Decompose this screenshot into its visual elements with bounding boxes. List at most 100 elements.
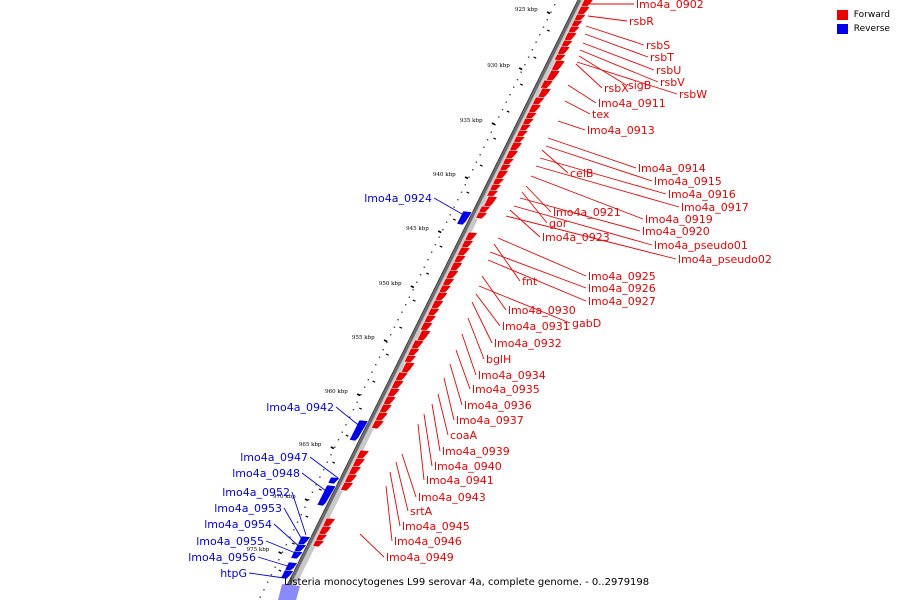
forward-gene-leader [481, 275, 507, 311]
forward-gene-label: celB [570, 167, 593, 180]
forward-gene-label: lmo4a_0940 [434, 460, 502, 473]
ruler-dot [494, 124, 496, 126]
ruler-dot [375, 364, 377, 366]
forward-gene [524, 111, 538, 120]
minor-tick [278, 569, 282, 572]
forward-gene-label: lmo4a_0934 [478, 369, 546, 382]
ruler-dot [311, 491, 314, 493]
scale-label: 960 kbp [325, 389, 348, 395]
minor-tick [493, 137, 497, 140]
minor-tick [399, 326, 403, 329]
reverse-gene-label: lmo4a_0942 [266, 401, 334, 414]
ruler-dot [360, 394, 362, 396]
forward-gene-leader [497, 237, 587, 277]
ruler-dot [378, 356, 381, 358]
reverse-gene [348, 419, 369, 442]
scale-label: 950 kbp [379, 281, 402, 287]
ruler-dot [348, 416, 351, 418]
forward-gene [322, 517, 337, 528]
forward-gene-leader [487, 259, 587, 302]
forward-gene-label: lmo4a_0915 [654, 175, 722, 188]
ruler-dot [289, 536, 291, 538]
ruler-dot [509, 94, 511, 96]
forward-gene-leader [401, 453, 417, 498]
forward-gene-label: tex [592, 108, 610, 121]
forward-gene [553, 53, 567, 62]
forward-gene-leader [513, 205, 653, 246]
ruler-dot [457, 199, 459, 201]
minor-tick [345, 434, 349, 437]
forward-gene-label: lmo4a_0935 [472, 383, 540, 396]
backbone-shade [281, 0, 587, 600]
forward-gene [495, 169, 510, 180]
forward-gene-leader [395, 461, 409, 512]
ruler-dot [531, 49, 534, 51]
backbone-edge [279, 0, 579, 600]
ruler-dot [334, 446, 336, 448]
scale-tick [278, 551, 283, 555]
ruler-dot [527, 56, 530, 58]
forward-gene-label: lmo4a_0936 [464, 399, 532, 412]
ruler-dot [445, 221, 448, 223]
forward-gene [570, 19, 584, 28]
reverse-gene [290, 550, 304, 560]
forward-gene-leader [587, 15, 628, 22]
forward-gene [464, 231, 479, 242]
ruler-dot [475, 161, 478, 163]
ruler-dot [431, 251, 433, 253]
forward-gene-leader [585, 25, 645, 46]
ruler-dot [274, 566, 276, 568]
forward-gene-label: bglH [486, 353, 511, 366]
forward-gene-leader [431, 403, 441, 452]
forward-gene [315, 533, 329, 542]
forward-gene [527, 103, 542, 114]
forward-gene-label: srtA [410, 505, 433, 518]
ruler-dot [468, 176, 470, 178]
forward-gene [407, 347, 421, 357]
forward-gene-label: fnt [522, 275, 538, 288]
ruler-dot [367, 379, 370, 381]
forward-gene [580, 0, 594, 8]
forward-gene [312, 539, 326, 548]
forward-gene [370, 419, 385, 430]
reverse-gene [284, 561, 299, 572]
forward-gene-leader [443, 377, 455, 421]
reverse-gene-leader [335, 406, 363, 429]
forward-gene-label: lmo4a_0927 [588, 295, 656, 308]
reverse-gene-leader [283, 507, 305, 544]
scale-tick [304, 498, 309, 502]
scale-tick [410, 285, 415, 289]
scale-tick [383, 339, 388, 343]
forward-gene [531, 96, 546, 106]
forward-gene [419, 321, 434, 332]
ruler-dot [524, 64, 526, 66]
minor-tick [439, 245, 443, 248]
forward-gene [438, 284, 452, 294]
forward-gene-leader [389, 471, 401, 527]
ruler-dot [449, 214, 452, 216]
forward-gene-label: lmo4a_0913 [587, 124, 655, 137]
scale-label: 965 kbp [299, 442, 322, 448]
ruler-dot [535, 41, 537, 43]
forward-gene-leader [385, 485, 393, 542]
forward-gene [355, 449, 370, 460]
forward-gene-leader [541, 149, 569, 174]
reverse-gene-faded [278, 584, 300, 600]
reverse-swatch [836, 24, 848, 34]
minor-tick [358, 407, 362, 410]
reverse-gene-leader [291, 491, 307, 536]
forward-gene-leader [557, 120, 586, 131]
forward-gene [423, 314, 438, 324]
forward-gene [576, 5, 591, 16]
reverse-gene-leader [309, 456, 339, 479]
forward-gene [573, 13, 587, 22]
forward-gene-label: lmo4a_0946 [394, 535, 462, 548]
forward-gene [441, 277, 456, 287]
scale-tick [518, 67, 523, 71]
forward-gene [449, 261, 464, 272]
forward-gene-label: lmo4a_0932 [494, 337, 562, 350]
forward-gene-label: lmo4a_0949 [386, 551, 454, 564]
ruler-dot [453, 206, 455, 208]
ruler-dot [307, 499, 310, 501]
ruler-dot [554, 4, 556, 6]
